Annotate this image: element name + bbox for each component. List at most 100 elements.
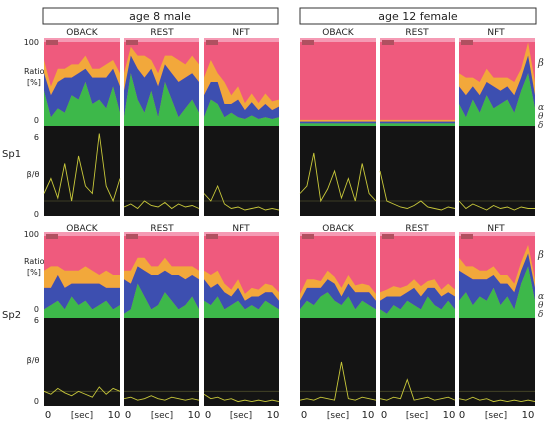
sp2-age-8-male-oback-marker bbox=[46, 234, 58, 239]
sp1-ratio-unit: [%] bbox=[27, 78, 41, 87]
group-title-box-age8 bbox=[42, 7, 279, 25]
sp1-age-8-male-oback-alpha-area bbox=[44, 55, 120, 96]
sp1-age-12-female-nft-beta-top-band bbox=[459, 38, 535, 42]
condition-header-nft-2: NFT bbox=[487, 28, 505, 38]
sp2-age-12-female-nft-alpha-area bbox=[459, 244, 535, 293]
group-title-age8: age 8 male bbox=[129, 10, 191, 23]
xaxis-end-1: 10 bbox=[108, 410, 121, 421]
sp1-age-8-male-nft-bt-trace bbox=[203, 184, 280, 211]
sp2-age-8-male-rest-beta-top-band bbox=[124, 232, 199, 236]
band-label-alpha-2: α bbox=[538, 292, 544, 302]
band-label-delta-1: δ bbox=[538, 121, 543, 131]
sp2-age-12-female-nft-beta-top-band bbox=[459, 232, 535, 236]
sp2-age-12-female-oback-beta-top-band bbox=[300, 232, 376, 236]
sp1-age-12-female-rest-beta-area bbox=[380, 38, 455, 126]
sp1-age-8-male-nft-panel bbox=[203, 38, 280, 216]
sp1-bt-bottom: 0 bbox=[34, 210, 39, 219]
sp2-age-12-female-oback-bt-background bbox=[300, 318, 376, 406]
condition-header-nft-4: NFT bbox=[487, 224, 505, 234]
sp2-age-12-female-oback-panel bbox=[299, 232, 377, 406]
sp2-age-8-male-nft-bt-background bbox=[204, 318, 279, 406]
condition-header-rest-1: REST bbox=[150, 28, 174, 38]
sp2-bt-bottom: 0 bbox=[34, 397, 39, 406]
sp2-ratio-top: 100 bbox=[24, 230, 39, 239]
sp2-age-12-female-oback-delta-area bbox=[300, 292, 376, 318]
condition-header-nft-1: NFT bbox=[232, 28, 250, 38]
sp2-age-8-male-oback-delta-area bbox=[44, 296, 120, 318]
condition-header-oback-1: OBACK bbox=[66, 28, 99, 38]
sp1-age-8-male-rest-theta-area bbox=[124, 55, 199, 118]
sp2-age-12-female-rest-panel bbox=[379, 232, 456, 406]
sp2-ratio-bottom: 0 bbox=[34, 305, 39, 314]
sp2-age-12-female-rest-beta-top-band bbox=[380, 232, 455, 236]
xaxis-start-5: 0 bbox=[381, 410, 387, 421]
sp2-age-12-female-oback-theta-area bbox=[300, 279, 376, 310]
sp2-age-8-male-oback-theta-area bbox=[44, 275, 120, 310]
sp2-age-8-male-rest-alpha-area bbox=[124, 257, 199, 284]
sp2-ratio-label: Ratio bbox=[24, 257, 45, 266]
sp2-age-8-male-nft-delta-area bbox=[204, 296, 279, 318]
xaxis-start-4: 0 bbox=[301, 410, 307, 421]
xaxis-label-6: [sec] bbox=[485, 411, 507, 421]
sp2-age-8-male-rest-delta-area bbox=[124, 283, 199, 318]
sp1-age-8-male-rest-panel bbox=[123, 38, 200, 216]
sp1-age-8-male-rest-delta-area bbox=[124, 73, 199, 126]
sp2-age-12-female-nft-delta-area bbox=[459, 266, 535, 318]
sp1-age-12-female-oback-beta-area bbox=[300, 38, 376, 126]
band-label-theta-2: θ bbox=[538, 301, 544, 311]
sp1-age-8-male-oback-delta-area bbox=[44, 82, 120, 126]
sp1-age-8-male-nft-bt-background bbox=[204, 126, 279, 216]
sp2-age-8-male-rest-theta-area bbox=[124, 266, 199, 314]
sp1-age-12-female-rest-delta-area bbox=[380, 123, 455, 126]
group-title-box-age12 bbox=[299, 7, 537, 25]
xaxis-label-1: [sec] bbox=[71, 411, 93, 421]
band-label-theta-1: θ bbox=[538, 112, 544, 122]
band-label-alpha-1: α bbox=[538, 103, 544, 113]
xaxis-start-2: 0 bbox=[125, 410, 131, 421]
sp1-age-12-female-nft-theta-area bbox=[459, 55, 535, 118]
condition-header-rest-2: REST bbox=[405, 28, 429, 38]
sp1-age-8-male-rest-beta-top-band bbox=[124, 38, 199, 42]
sp2-age-8-male-rest-bt-background bbox=[124, 318, 199, 406]
sp2-age-8-male-nft-alpha-area bbox=[204, 270, 279, 301]
xaxis-label-2: [sec] bbox=[151, 411, 173, 421]
sp1-bt-label: β/θ bbox=[27, 170, 40, 179]
xaxis-end-4: 10 bbox=[362, 410, 375, 421]
sp1-age-8-male-oback-theta-area bbox=[44, 68, 120, 118]
sp1-age-8-male-nft-theta-area bbox=[204, 82, 279, 119]
sp1-age-12-female-oback-panel bbox=[299, 38, 377, 216]
sp1-age-12-female-oback-bt-trace bbox=[299, 152, 377, 203]
sp2-age-8-male-nft-marker bbox=[206, 234, 218, 239]
sp2-age-8-male-oback-beta-top-band bbox=[44, 232, 120, 236]
xaxis-label-4: [sec] bbox=[327, 411, 349, 421]
sp1-age-8-male-rest-bt-trace bbox=[123, 200, 200, 210]
sp2-age-12-female-rest-theta-area bbox=[380, 287, 455, 314]
xaxis-label-3: [sec] bbox=[230, 411, 252, 421]
sp1-age-8-male-nft-delta-area bbox=[204, 99, 279, 126]
subject-label-sp1: Sp1 bbox=[2, 149, 21, 160]
xaxis-end-3: 10 bbox=[267, 410, 280, 421]
sp2-age-8-male-nft-theta-area bbox=[204, 279, 279, 310]
sp2-age-12-female-rest-bt-trace bbox=[379, 378, 456, 401]
sp2-age-8-male-oback-alpha-area bbox=[44, 266, 120, 288]
sp1-age-8-male-oback-marker bbox=[46, 40, 58, 45]
sp1-age-12-female-nft-bt-trace bbox=[458, 200, 535, 211]
sp1-ratio-bottom: 0 bbox=[34, 116, 39, 125]
sp1-age-12-female-nft-delta-area bbox=[459, 73, 535, 126]
condition-header-nft-3: NFT bbox=[232, 224, 250, 234]
sp2-age-12-female-nft-panel bbox=[458, 232, 536, 406]
sp2-age-12-female-nft-marker bbox=[461, 234, 473, 239]
sp1-age-12-female-rest-marker bbox=[382, 40, 394, 45]
sp1-age-12-female-rest-alpha-area bbox=[380, 119, 455, 122]
sp2-age-12-female-rest-alpha-area bbox=[380, 279, 455, 301]
sp1-age-12-female-rest-bt-trace bbox=[379, 170, 456, 211]
sp1-age-8-male-oback-bt-trace bbox=[43, 133, 121, 203]
condition-header-rest-4: REST bbox=[405, 224, 429, 234]
sp2-age-12-female-nft-bt-background bbox=[459, 318, 535, 406]
sp1-age-12-female-oback-delta-area bbox=[300, 123, 376, 126]
sp1-age-12-female-oback-bt-background bbox=[300, 126, 376, 216]
sp2-age-8-male-oback-panel bbox=[43, 232, 121, 406]
sp2-age-12-female-nft-bt-trace bbox=[458, 396, 536, 403]
sp1-age-12-female-nft-marker bbox=[461, 40, 473, 45]
